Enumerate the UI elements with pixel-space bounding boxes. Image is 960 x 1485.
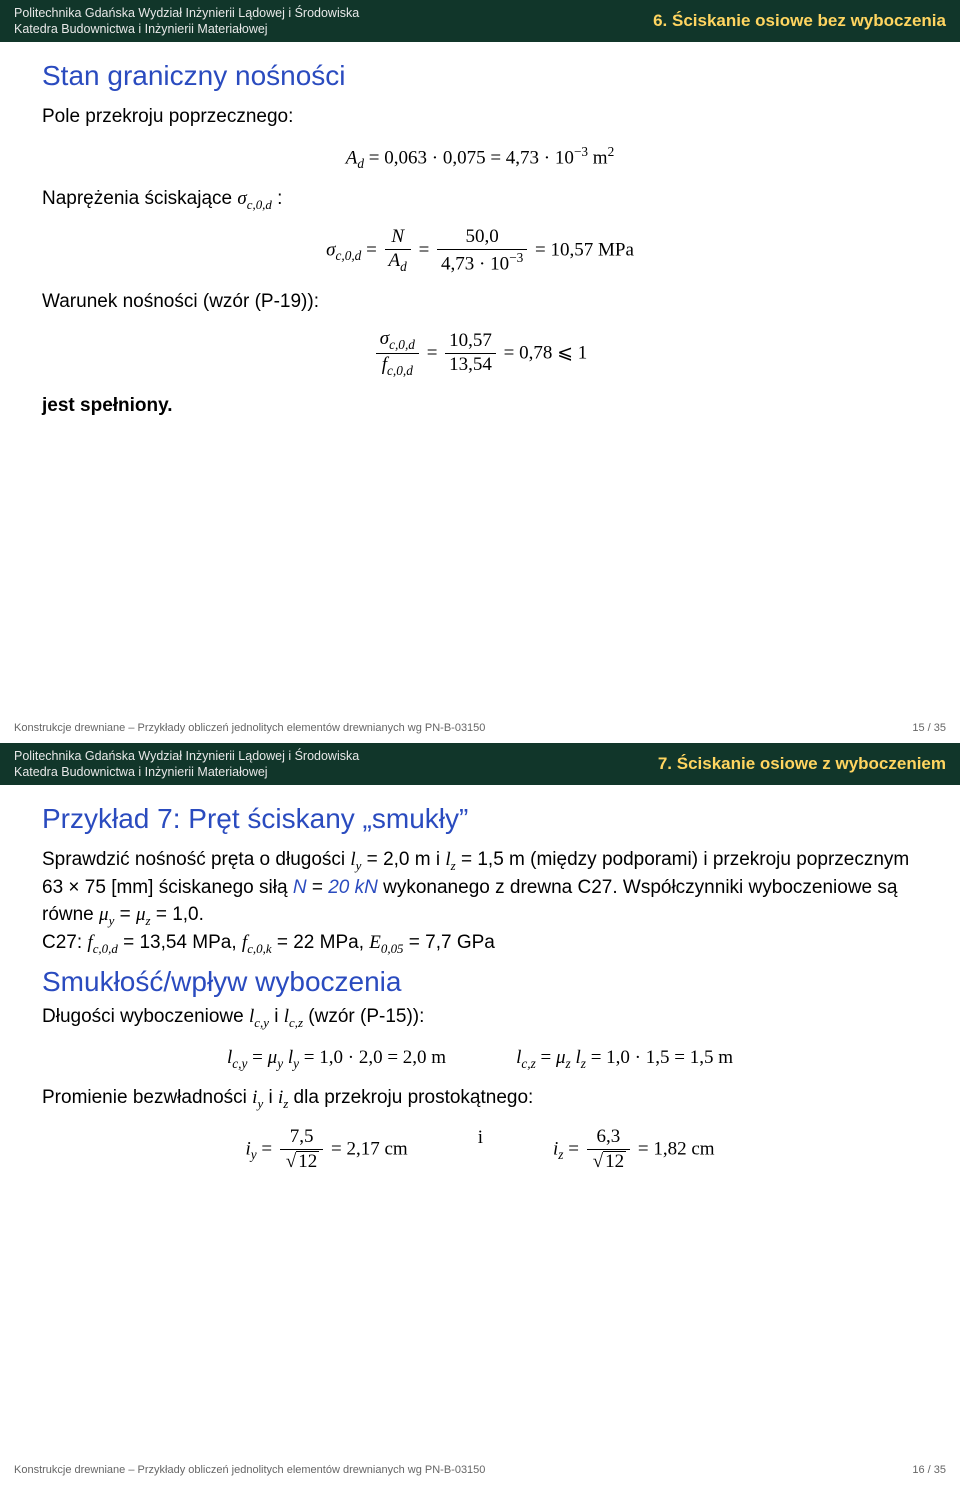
eq-ad: Ad = 0,063 · 0,075 = 4,73 · 10−3 m2	[42, 144, 918, 172]
section-title: 6. Ściskanie osiowe bez wyboczenia	[653, 11, 946, 31]
p-satisfied: jest spełniony.	[42, 393, 918, 419]
ly: 2,0 m	[383, 849, 431, 870]
ratio-result: 0,78 ⩽ 1	[519, 342, 587, 363]
page-number: 15 / 35	[912, 722, 946, 734]
affil-line-2: Katedra Budownictwa i Inżynierii Materia…	[14, 764, 658, 780]
p-stress: Naprężenia ściskające σc,0,d :	[42, 186, 918, 213]
affil-line-1: Politechnika Gdańska Wydział Inżynierii …	[14, 5, 653, 21]
mu-val: 1,0.	[172, 904, 204, 925]
eq-lcz: lc,z = μz lz = 1,0 · 1,5 = 1,5 m	[516, 1047, 733, 1072]
eq-iz: iz = 6,3 12 = 1,82 cm	[553, 1127, 715, 1173]
slide-header: Politechnika Gdańska Wydział Inżynierii …	[0, 0, 960, 42]
p-cross-section: Pole przekroju poprzecznego:	[42, 104, 918, 130]
body-prefix: Sprawdzić nośność pręta o długości	[42, 849, 350, 870]
iz-result: 1,82 cm	[653, 1139, 714, 1160]
fc0k: 22 MPa	[293, 932, 358, 953]
section-title: 7. Ściskanie osiowe z wyboczeniem	[658, 754, 946, 774]
iz-num: 6,3	[587, 1127, 630, 1150]
sigma-den-exp: −3	[509, 250, 523, 265]
iy-result: 2,17 cm	[347, 1139, 408, 1160]
header-affiliation: Politechnika Gdańska Wydział Inżynierii …	[14, 5, 653, 38]
ad-calc: 0,063 · 0,075 = 4,73 · 10	[384, 147, 574, 168]
slide-header: Politechnika Gdańska Wydział Inżynierii …	[0, 743, 960, 785]
slide-title: Stan graniczny nośności	[42, 60, 918, 92]
eq-lcy: lc,y = μy ly = 1,0 · 2,0 = 2,0 m	[227, 1047, 446, 1072]
slide-title: Przykład 7: Pręt ściskany „smukły”	[42, 803, 918, 835]
ad-unit: m	[588, 147, 608, 168]
lcz-calc: 1,0 · 1,5 = 1,5 m	[606, 1047, 733, 1068]
eq-lc: lc,y = μy ly = 1,0 · 2,0 = 2,0 m lc,z = …	[42, 1047, 918, 1072]
affil-line-2: Katedra Budownictwa i Inżynierii Materia…	[14, 21, 653, 37]
N-val: 20 kN	[328, 877, 378, 898]
sigma-num: 50,0	[437, 227, 527, 250]
iy-num: 7,5	[280, 1127, 323, 1150]
eq-sigma: σc,0,d = NAd = 50,0 4,73 · 10−3 = 10,57 …	[42, 227, 918, 275]
subtitle: Smukłość/wpływ wyboczenia	[42, 966, 918, 998]
slide-15: Politechnika Gdańska Wydział Inżynierii …	[0, 0, 960, 742]
eq-i-sep: i	[478, 1127, 483, 1173]
ratio-num: 10,57	[445, 331, 496, 354]
eq-i: iy = 7,5 12 = 2,17 cm i iz = 6,3 12 = 1,…	[42, 1127, 918, 1173]
slide-content: Przykład 7: Pręt ściskany „smukły” Spraw…	[0, 785, 960, 1173]
p-condition: Warunek nośności (wzór (P-19)):	[42, 289, 918, 315]
affil-line-1: Politechnika Gdańska Wydział Inżynierii …	[14, 748, 658, 764]
E005: 7,7 GPa	[425, 932, 495, 953]
p2-suffix: dla przekroju prostokątnego:	[288, 1087, 533, 1108]
problem-statement: Sprawdzić nośność pręta o długości ly = …	[42, 847, 918, 930]
ratio-den: 13,54	[445, 354, 496, 376]
page-number: 16 / 35	[912, 1464, 946, 1476]
sigma-result: 10,57 MPa	[550, 239, 633, 260]
slide-footer: Konstrukcje drewniane – Przykłady oblicz…	[0, 1464, 960, 1476]
ad-exp: −3	[574, 144, 588, 159]
footer-text: Konstrukcje drewniane – Przykłady oblicz…	[14, 722, 912, 734]
p1-suffix: (wzór (P-15)):	[303, 1006, 424, 1027]
eq-ratio: σc,0,d fc,0,d = 10,57 13,54 = 0,78 ⩽ 1	[42, 329, 918, 379]
c27-line: C27: fc,0,d = 13,54 MPa, fc,0,k = 22 MPa…	[42, 930, 918, 958]
slide-content: Stan graniczny nośności Pole przekroju p…	[0, 42, 960, 418]
slide-16: Politechnika Gdańska Wydział Inżynierii …	[0, 742, 960, 1484]
footer-text: Konstrukcje drewniane – Przykłady oblicz…	[14, 1464, 912, 1476]
c27-label: C27:	[42, 932, 87, 953]
root12-z: 12	[603, 1151, 626, 1173]
lcy-calc: 1,0 · 2,0 = 2,0 m	[319, 1047, 446, 1068]
p-stress-prefix: Naprężenia ściskające	[42, 188, 237, 209]
p1-prefix: Długości wyboczeniowe	[42, 1006, 249, 1027]
lz: 1,5 m	[477, 849, 525, 870]
p-buckling-lengths: Długości wyboczeniowe lc,y i lc,z (wzór …	[42, 1004, 918, 1032]
root12-y: 12	[296, 1151, 319, 1173]
p2-prefix: Promienie bezwładności	[42, 1087, 252, 1108]
sigma-den: 4,73 · 10	[441, 253, 509, 274]
fc0d: 13,54 MPa	[139, 932, 231, 953]
p-radii: Promienie bezwładności iy i iz dla przek…	[42, 1085, 918, 1113]
eq-iy: iy = 7,5 12 = 2,17 cm	[245, 1127, 407, 1173]
header-affiliation: Politechnika Gdańska Wydział Inżynierii …	[14, 748, 658, 781]
slide-footer: Konstrukcje drewniane – Przykłady oblicz…	[0, 722, 960, 734]
